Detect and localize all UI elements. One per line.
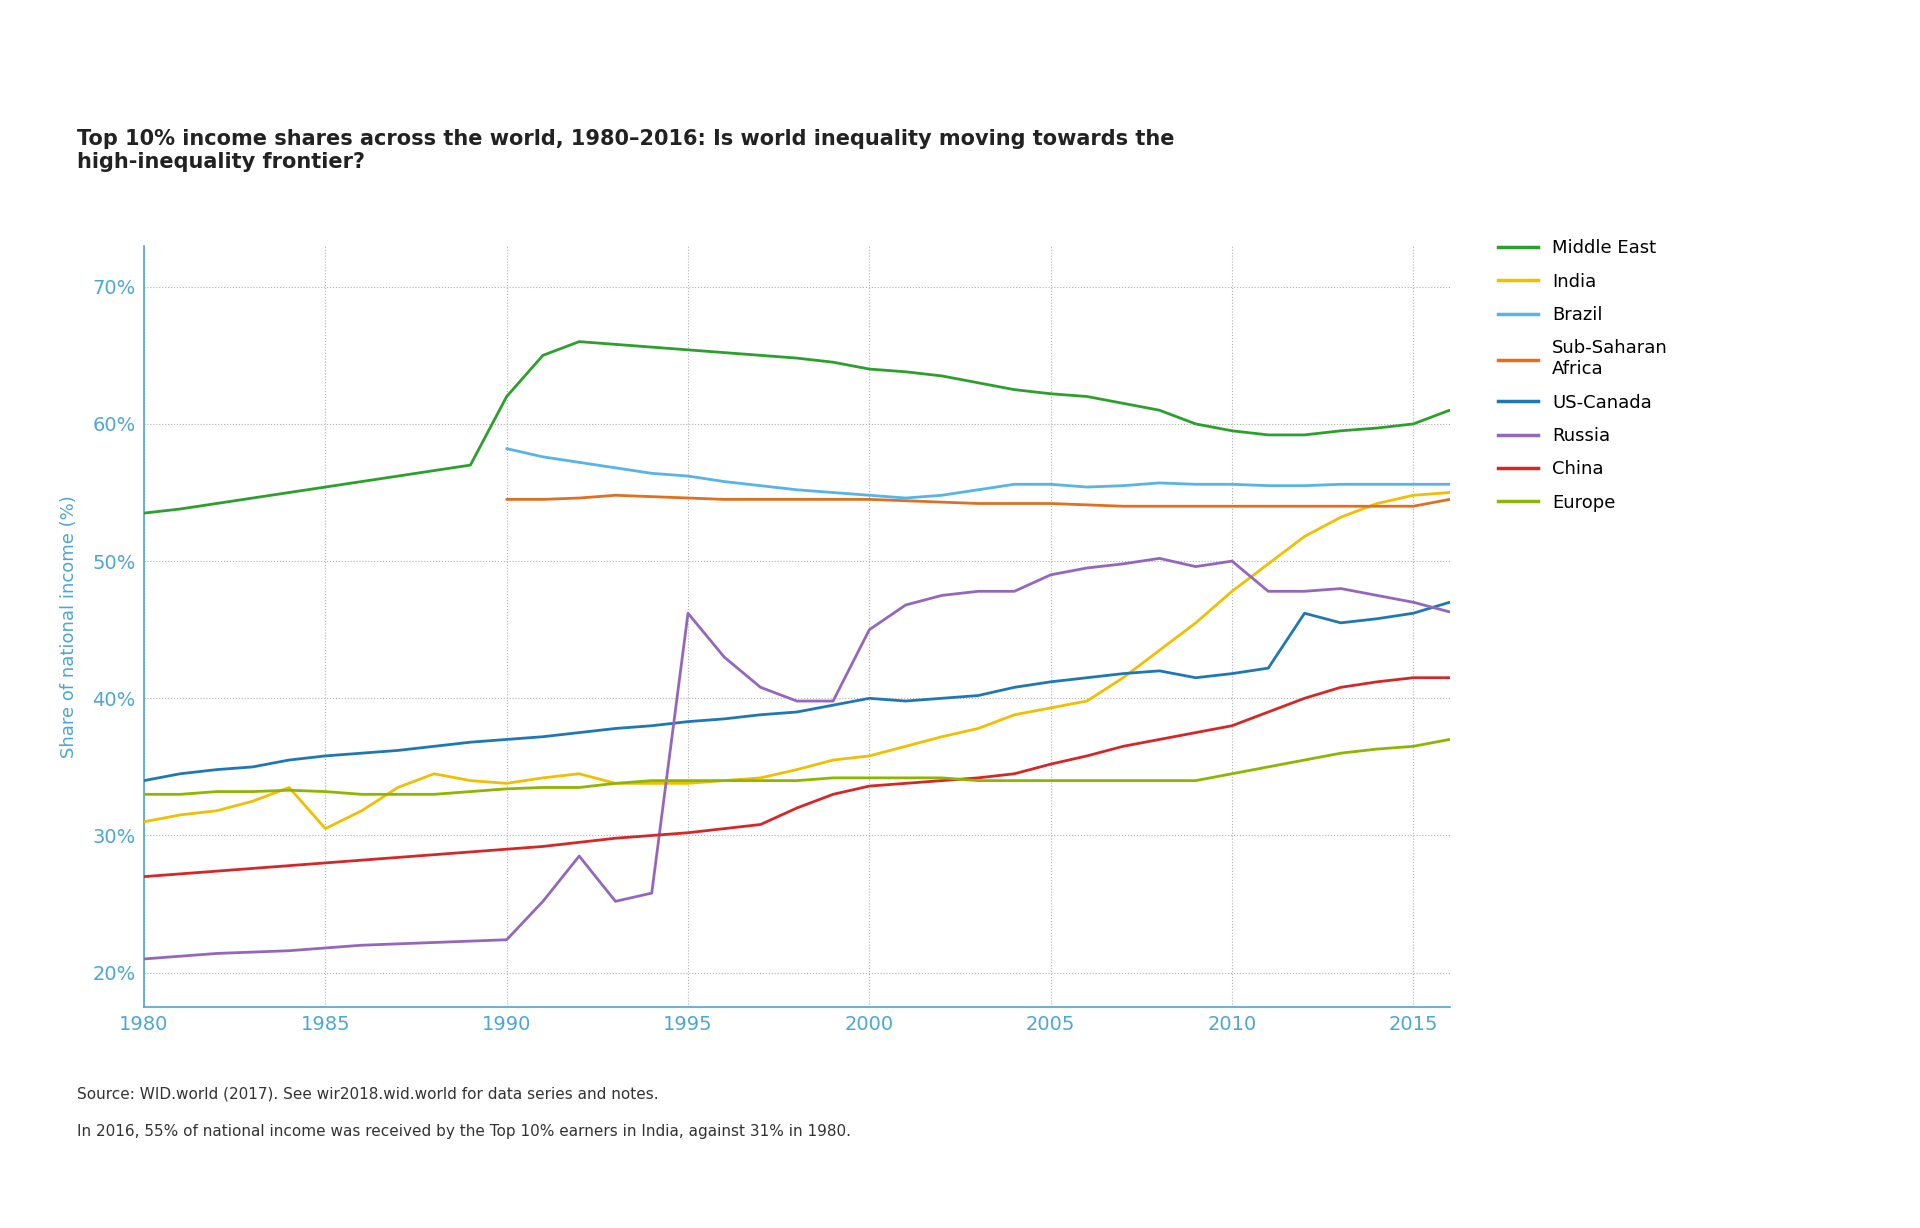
- Text: In 2016, 55% of national income was received by the Top 10% earners in India, ag: In 2016, 55% of national income was rece…: [77, 1124, 851, 1138]
- Legend: Middle East, India, Brazil, Sub-Saharan
Africa, US-Canada, Russia, China, Europe: Middle East, India, Brazil, Sub-Saharan …: [1498, 239, 1668, 512]
- Text: Source: WID.world (2017). See wir2018.wid.world for data series and notes.: Source: WID.world (2017). See wir2018.wi…: [77, 1087, 659, 1102]
- Text: Top 10% income shares across the world, 1980–2016: Is world inequality moving to: Top 10% income shares across the world, …: [77, 129, 1175, 172]
- Y-axis label: Share of national income (%): Share of national income (%): [60, 495, 79, 758]
